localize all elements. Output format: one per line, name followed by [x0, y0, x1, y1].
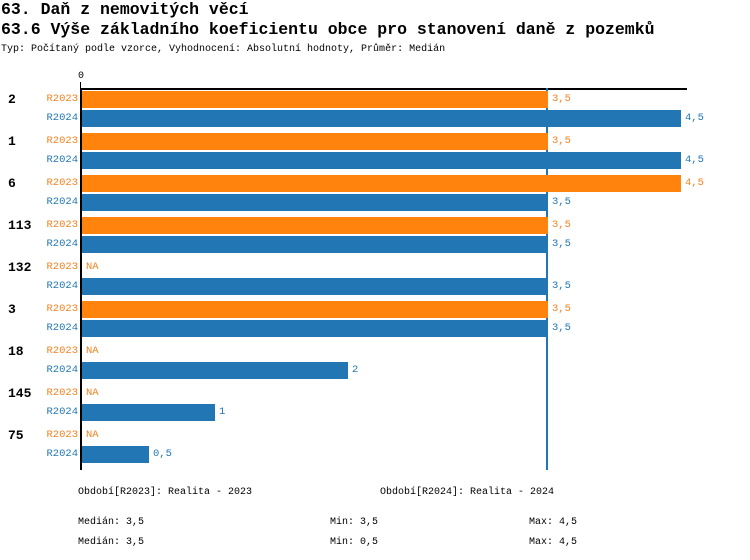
- series-label-r2024: R2024: [46, 406, 78, 418]
- category-label: 75: [8, 428, 24, 443]
- value-label: 3,5: [552, 303, 571, 315]
- bar-r2024: [82, 446, 149, 463]
- axis-top-line: [80, 88, 687, 90]
- value-label: 3,5: [552, 219, 571, 231]
- category-label: 6: [8, 176, 16, 191]
- value-label: 4,5: [685, 177, 704, 189]
- stat-min-r2023: Min: 3,5: [330, 517, 379, 528]
- value-label: 3,5: [552, 196, 571, 208]
- stat-max-r2023: Max: 4,5: [529, 517, 578, 528]
- bar-r2024: [82, 152, 681, 169]
- bar-r2024: [82, 236, 548, 253]
- series-label-r2024: R2024: [46, 112, 78, 124]
- category-label: 3: [8, 302, 16, 317]
- stat-median-r2024: Medián: 3,5: [78, 537, 145, 548]
- series-label-r2023: R2023: [46, 387, 78, 399]
- category-label: 1: [8, 134, 16, 149]
- legend-r2024: Období[R2024]: Realita - 2024: [380, 487, 555, 498]
- stat-min-r2024: Min: 0,5: [330, 537, 379, 548]
- y-axis-line: [80, 88, 82, 470]
- value-label: 2: [352, 364, 359, 376]
- report-title: 63. Daň z nemovitých věcí: [1, 0, 249, 19]
- na-label: NA: [86, 261, 99, 273]
- na-label: NA: [86, 429, 99, 441]
- series-label-r2023: R2023: [46, 177, 78, 189]
- value-label: 0,5: [153, 448, 172, 460]
- series-label-r2024: R2024: [46, 322, 78, 334]
- series-label-r2024: R2024: [46, 154, 78, 166]
- report-subtitle: 63.6 Výše základního koeficientu obce pr…: [1, 20, 655, 39]
- bar-r2024: [82, 278, 548, 295]
- series-label-r2023: R2023: [46, 219, 78, 231]
- bar-r2024: [82, 194, 548, 211]
- series-label-r2024: R2024: [46, 238, 78, 250]
- category-label: 18: [8, 344, 24, 359]
- series-label-r2023: R2023: [46, 93, 78, 105]
- legend-r2023: Období[R2023]: Realita - 2023: [78, 487, 253, 498]
- value-label: 4,5: [685, 154, 704, 166]
- value-label: 3,5: [552, 238, 571, 250]
- stat-max-r2024: Max: 4,5: [529, 537, 578, 548]
- bar-r2023: [82, 301, 548, 318]
- bar-r2023: [82, 133, 548, 150]
- series-label-r2023: R2023: [46, 261, 78, 273]
- bar-r2023: [82, 175, 681, 192]
- series-label-r2023: R2023: [46, 303, 78, 315]
- series-label-r2024: R2024: [46, 448, 78, 460]
- value-label: 3,5: [552, 280, 571, 292]
- axis-zero-label: 0: [77, 71, 84, 82]
- bar-r2023: [82, 217, 548, 234]
- stat-median-r2023: Medián: 3,5: [78, 517, 145, 528]
- category-label: 145: [8, 386, 32, 401]
- series-label-r2024: R2024: [46, 280, 78, 292]
- bar-r2024: [82, 362, 348, 379]
- na-label: NA: [86, 387, 99, 399]
- value-label: 4,5: [685, 112, 704, 124]
- series-label-r2024: R2024: [46, 364, 78, 376]
- bar-r2023: [82, 91, 548, 108]
- bar-r2024: [82, 320, 548, 337]
- bar-r2024: [82, 110, 681, 127]
- series-label-r2023: R2023: [46, 429, 78, 441]
- series-label-r2023: R2023: [46, 135, 78, 147]
- category-label: 132: [8, 260, 32, 275]
- value-label: 3,5: [552, 93, 571, 105]
- value-label: 3,5: [552, 135, 571, 147]
- category-label: 113: [8, 218, 32, 233]
- value-label: 3,5: [552, 322, 571, 334]
- category-label: 2: [8, 92, 16, 107]
- report-meta: Typ: Počítaný podle vzorce, Vyhodnocení:…: [1, 44, 446, 55]
- value-label: 1: [219, 406, 226, 418]
- axis-tick: [80, 82, 81, 88]
- na-label: NA: [86, 345, 99, 357]
- series-label-r2023: R2023: [46, 345, 78, 357]
- series-label-r2024: R2024: [46, 196, 78, 208]
- bar-r2024: [82, 404, 215, 421]
